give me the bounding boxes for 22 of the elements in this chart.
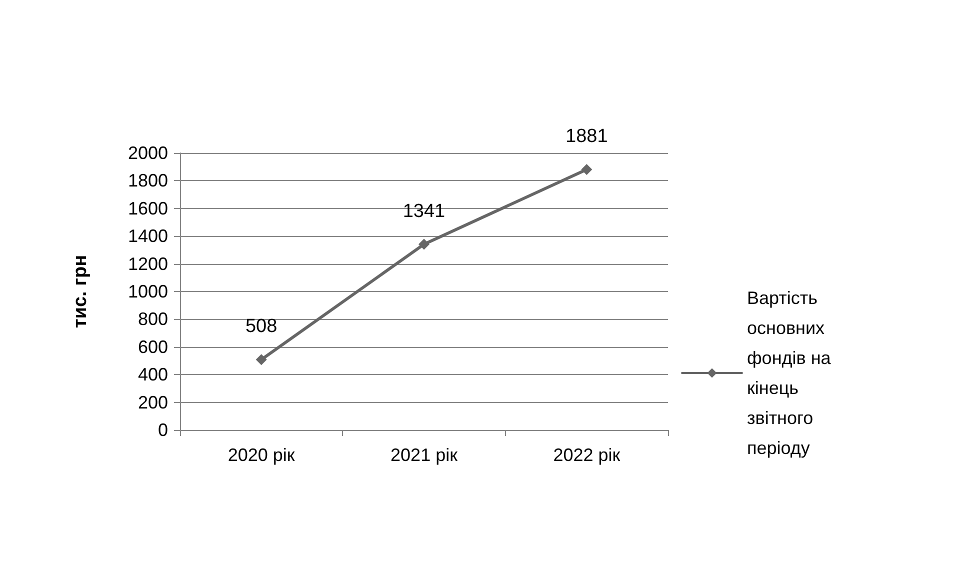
x-tick-label: 2021 рік bbox=[390, 445, 458, 465]
point bbox=[581, 164, 592, 175]
y-tick-label: 1800 bbox=[128, 170, 168, 191]
x-tick-label: 2020 рік bbox=[228, 445, 295, 465]
y-axis-title: тис. грн bbox=[70, 254, 91, 328]
point bbox=[418, 238, 430, 250]
legend-label: Вартість основних фондів на кінець звітного періоду bbox=[747, 288, 836, 458]
y-tick-label: 2000 bbox=[128, 143, 168, 163]
y-tick-label: 1200 bbox=[128, 254, 168, 274]
x-tick-label: 2022 рік bbox=[553, 445, 620, 465]
data-label: 508 bbox=[245, 316, 278, 338]
y-tick-label: 600 bbox=[138, 336, 168, 357]
y-tick-label: 0 bbox=[158, 420, 168, 440]
data-label: 1341 bbox=[402, 200, 446, 222]
data-label: 1881 bbox=[566, 126, 608, 147]
y-tick-label: 1000 bbox=[128, 282, 168, 302]
y-tick-label: 800 bbox=[138, 309, 168, 330]
y-tick-label: 1600 bbox=[128, 198, 168, 218]
y-tick-label: 1400 bbox=[128, 226, 168, 246]
y-tick-label: 200 bbox=[138, 392, 168, 412]
y-tick-label: 400 bbox=[138, 364, 168, 385]
point bbox=[256, 354, 267, 366]
